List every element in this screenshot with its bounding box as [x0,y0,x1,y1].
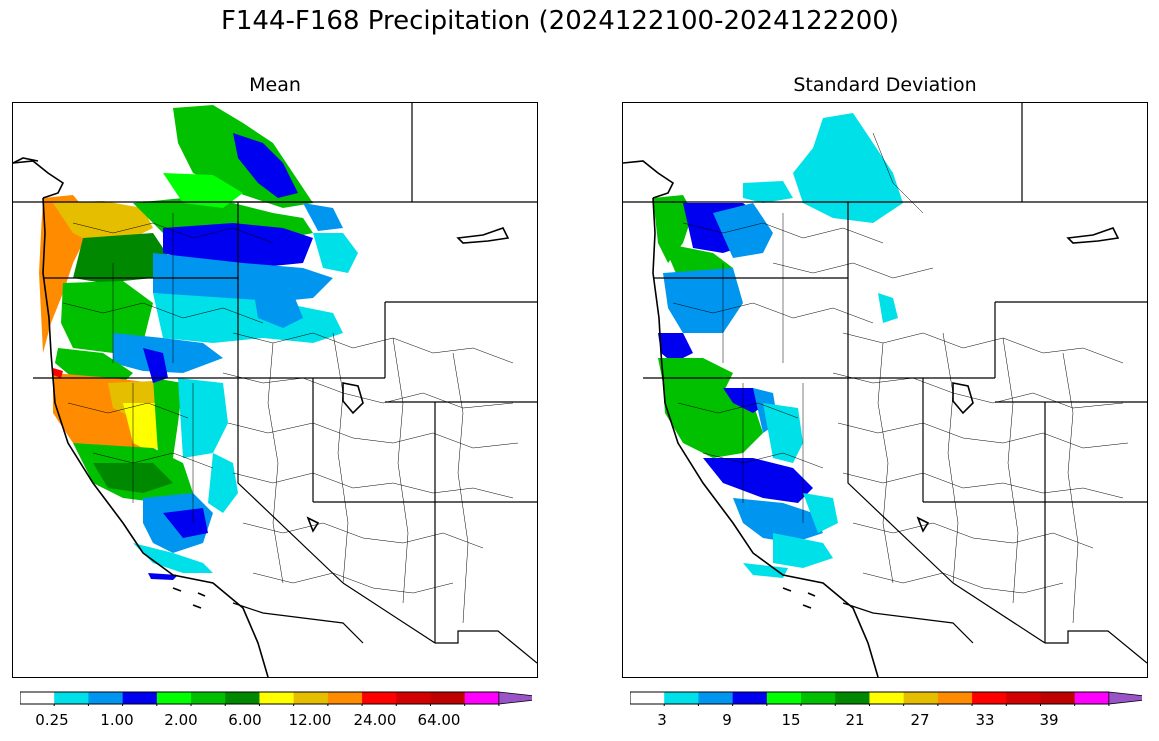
colorbar-segment [1006,692,1041,704]
colorbar-segment [396,692,431,704]
colorbar-segment [225,692,260,704]
mean-tick-label: 12.00 [288,711,332,729]
stddev-tick-label: 9 [722,711,732,729]
colorbar-segment [1074,692,1110,704]
colorbar-segment [698,692,734,704]
colorbar-segment [122,692,158,704]
stddev-tick-label: 15 [781,711,801,729]
colorbar-segment [156,692,192,704]
colorbar-segment [88,692,124,704]
stddev-state-boundaries [623,103,1147,664]
colorbar-segment [362,692,397,704]
colorbar-segment [54,692,89,704]
stddev-map [622,102,1148,678]
colorbar-segment [903,692,939,704]
mean-colorbar [19,690,554,710]
colorbar-segment [20,692,55,704]
colorbar-segment [972,692,1007,704]
mean-colorbar-bar [19,691,554,707]
mean-tick-label: 1.00 [100,711,134,729]
colorbar-segment [259,692,295,704]
mean-tick-label: 2.00 [164,711,198,729]
colorbar-segment [835,692,870,704]
mean-state-boundaries [13,103,537,664]
mean-precip-fill [39,105,358,580]
mean-tick-label: 6.00 [228,711,262,729]
colorbar-segment [937,692,973,704]
mean-panel-title: Mean [249,74,301,96]
mean-tick-label: 0.25 [35,711,69,729]
colorbar-segment [1040,692,1076,704]
stddev-tick-label: 39 [1039,711,1059,729]
stddev-basin-outlines [672,132,1129,624]
colorbar-segment [430,692,466,704]
stddev-panel-title: Standard Deviation [793,74,977,96]
stddev-tick-label: 21 [845,711,865,729]
colorbar-segment [801,692,836,704]
colorbar-segment [869,692,905,704]
stddev-colorbar [629,690,1159,710]
stddev-tick-label: 33 [975,711,995,729]
colorbar-segment [293,692,329,704]
mean-map [12,102,538,678]
stddev-colorbar-bar [629,691,1159,707]
mean-coastline [13,157,510,677]
stddev-precip-fill [653,113,903,578]
colorbar-segment [630,692,665,704]
stddev-tick-label: 27 [910,711,930,729]
mean-tick-label: 24.00 [353,711,397,729]
mean-basin-outlines [62,213,519,624]
figure-title: F144-F168 Precipitation (2024122100-2024… [220,6,900,36]
colorbar-segment [327,692,363,704]
colorbar-segment [766,692,802,704]
colorbar-segment [664,692,699,704]
colorbar-extend-arrow [1108,691,1159,705]
stddev-coastline [623,160,1120,677]
mean-tick-label: 64.00 [417,711,461,729]
colorbar-segment [191,692,226,704]
colorbar-segment [732,692,768,704]
colorbar-extend-arrow [498,691,554,705]
stddev-tick-label: 3 [657,711,667,729]
colorbar-segment [464,692,500,704]
